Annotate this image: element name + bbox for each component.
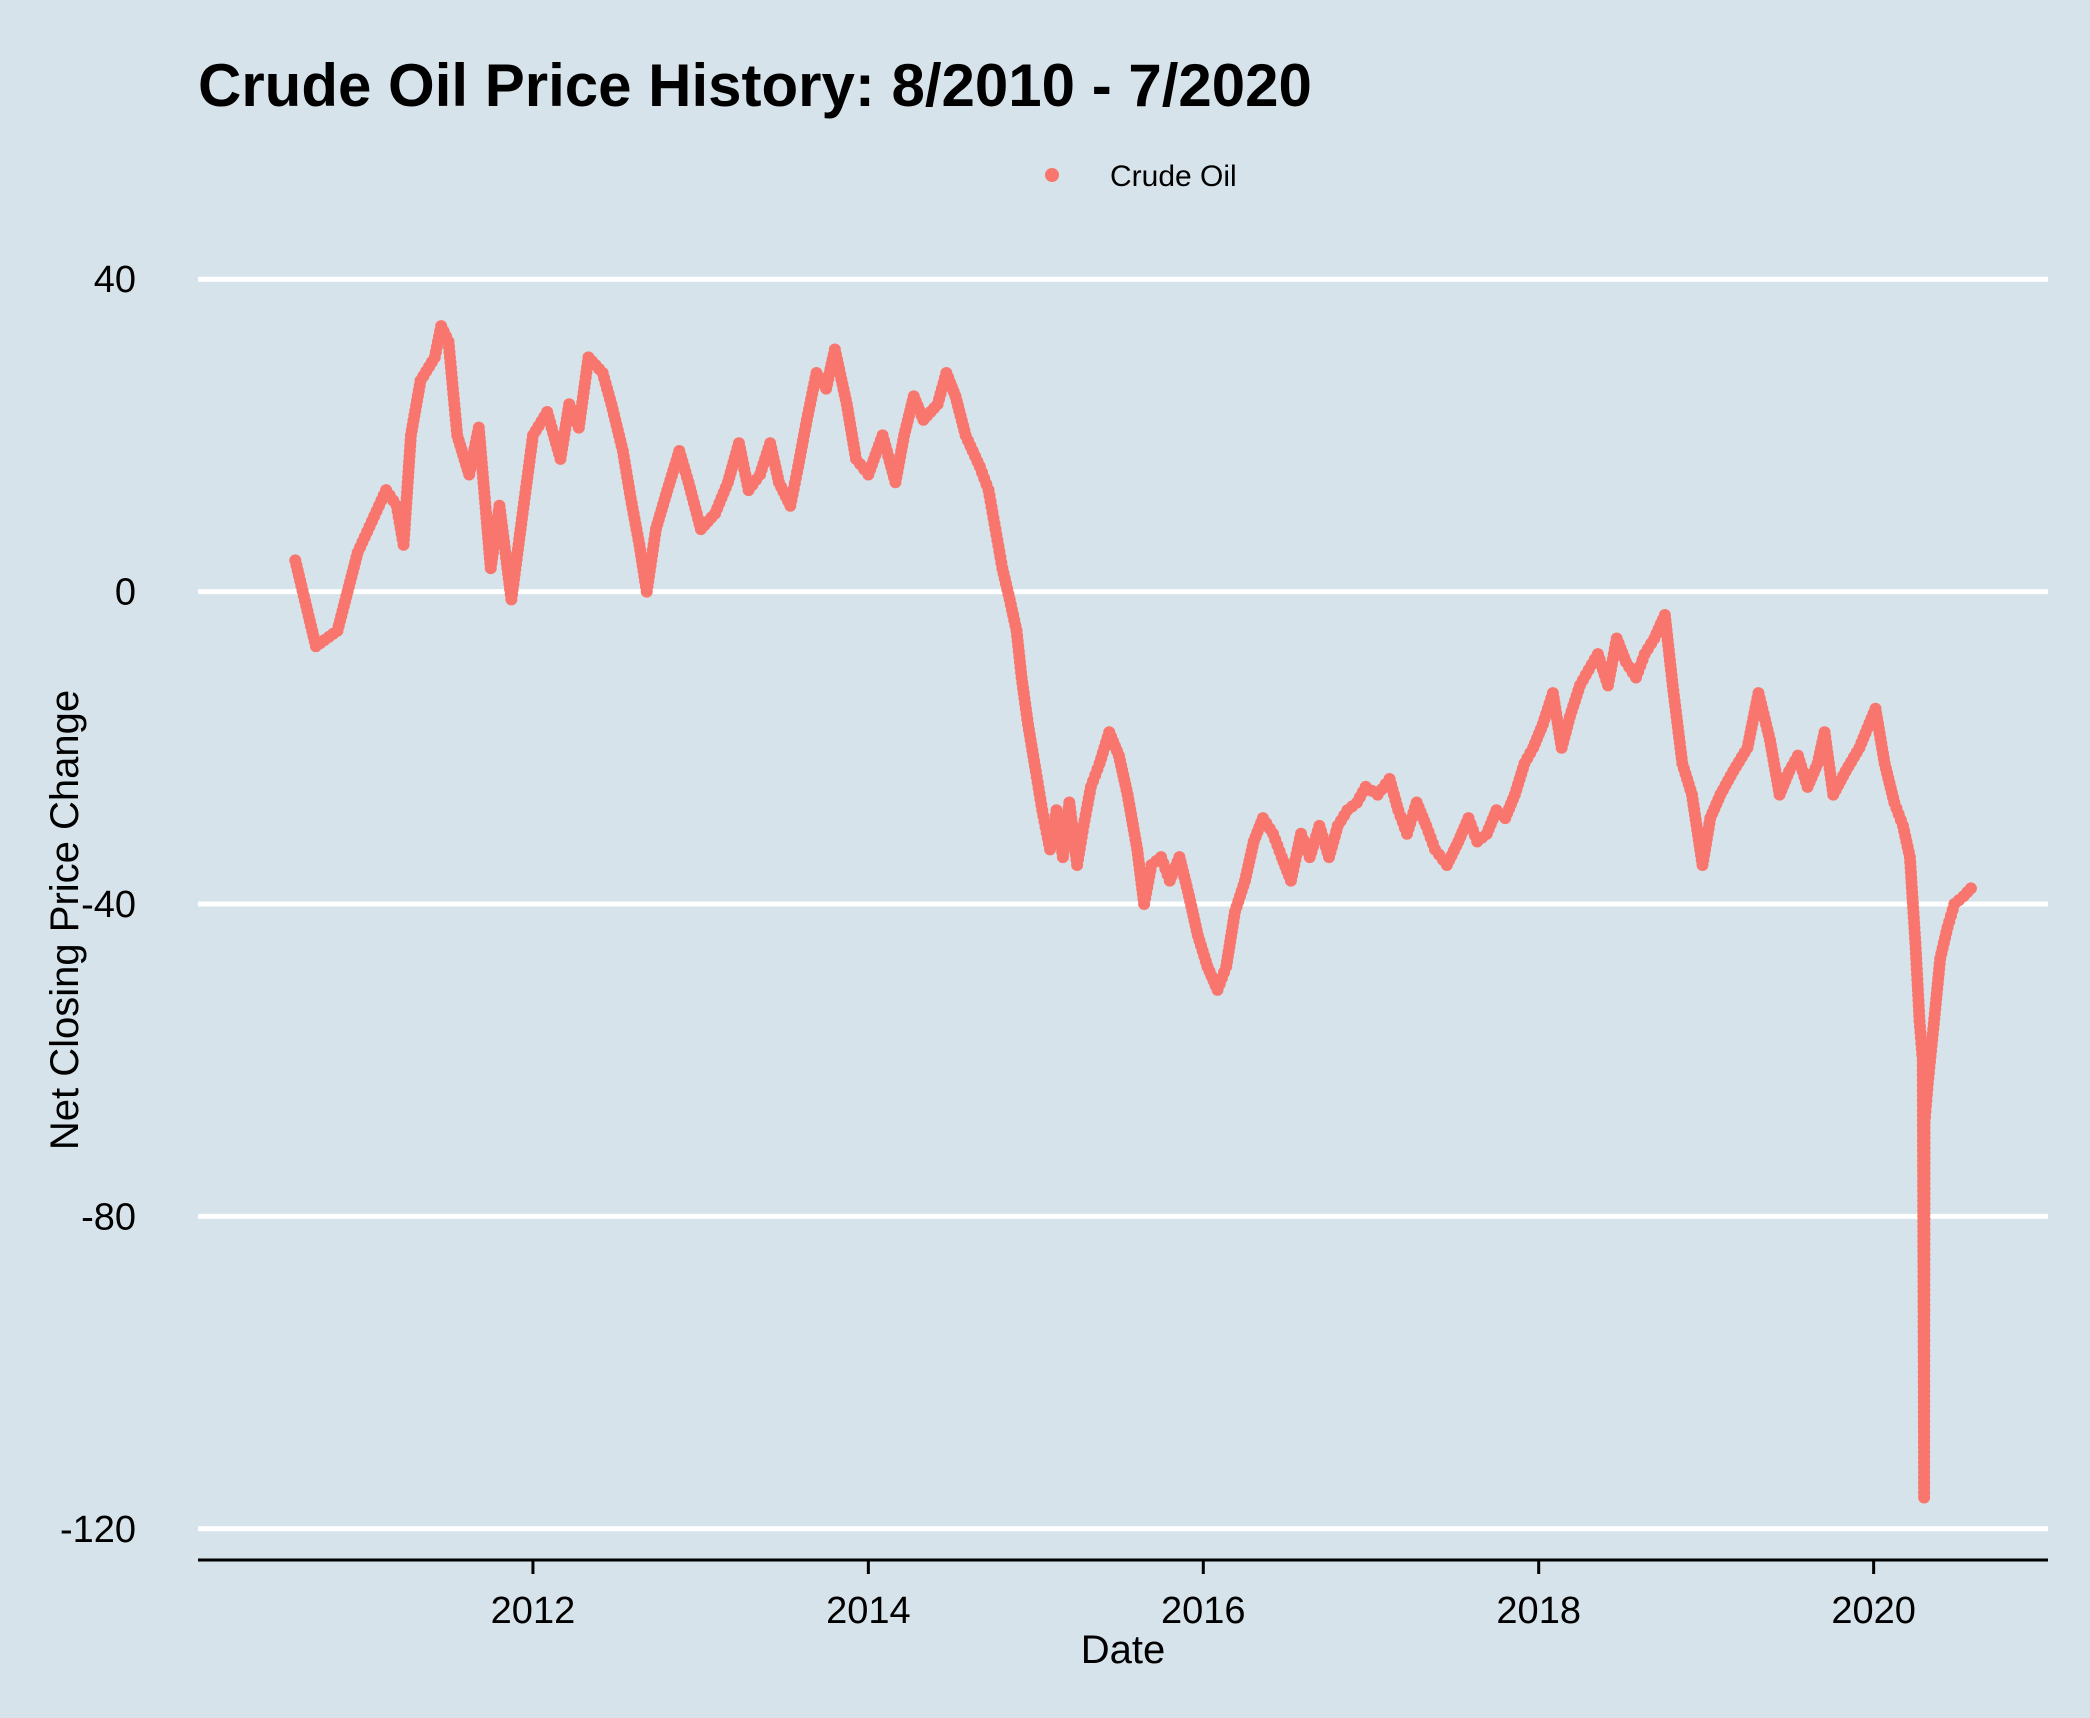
x-tick-label-2020: 2020 xyxy=(1831,1590,1916,1632)
x-tick-label-2016: 2016 xyxy=(1161,1590,1246,1632)
y-tick-label--80: -80 xyxy=(81,1196,136,1238)
y-tick-label-0: 0 xyxy=(115,572,136,614)
x-tick-label-2014: 2014 xyxy=(826,1590,911,1632)
y-axis: 40 0 -40 -80 -120 xyxy=(60,259,136,1551)
x-tick-label-2012: 2012 xyxy=(491,1590,576,1632)
y-tick-label--40: -40 xyxy=(81,884,136,926)
x-axis: 2012 2014 2016 2018 2020 xyxy=(198,1558,2048,1632)
chart-title: Crude Oil Price History: 8/2010 - 7/2020 xyxy=(198,52,1312,119)
x-tick-label-2018: 2018 xyxy=(1496,1590,1581,1632)
y-tick-label-40: 40 xyxy=(94,259,136,301)
y-tick-label--120: -120 xyxy=(60,1509,136,1551)
legend: Crude Oil xyxy=(1045,160,1237,193)
crude-oil-point xyxy=(1964,882,1977,895)
legend-label-crude-oil: Crude Oil xyxy=(1110,160,1237,193)
y-axis-title: Net Closing Price Change xyxy=(43,690,87,1150)
x-axis-title: Date xyxy=(1081,1628,1166,1672)
series-crude-oil xyxy=(289,320,1977,1504)
legend-marker-crude-oil xyxy=(1045,168,1059,182)
